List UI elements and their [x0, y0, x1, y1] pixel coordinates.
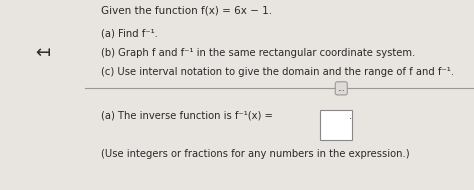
FancyBboxPatch shape [320, 110, 352, 140]
Text: (Use integers or fractions for any numbers in the expression.): (Use integers or fractions for any numbe… [101, 149, 410, 158]
Text: Given the function f(x) = 6x − 1.: Given the function f(x) = 6x − 1. [101, 5, 272, 15]
Text: ...: ... [337, 84, 345, 93]
Text: (b) Graph f and f⁻¹ in the same rectangular coordinate system.: (b) Graph f and f⁻¹ in the same rectangu… [101, 48, 415, 58]
Text: (c) Use interval notation to give the domain and the range of f and f⁻¹.: (c) Use interval notation to give the do… [101, 67, 454, 77]
Text: (a) The inverse function is f⁻¹(x) =: (a) The inverse function is f⁻¹(x) = [101, 111, 273, 121]
Text: .: . [348, 111, 352, 121]
Text: ↤: ↤ [35, 44, 50, 62]
Text: (a) Find f⁻¹.: (a) Find f⁻¹. [101, 28, 158, 38]
